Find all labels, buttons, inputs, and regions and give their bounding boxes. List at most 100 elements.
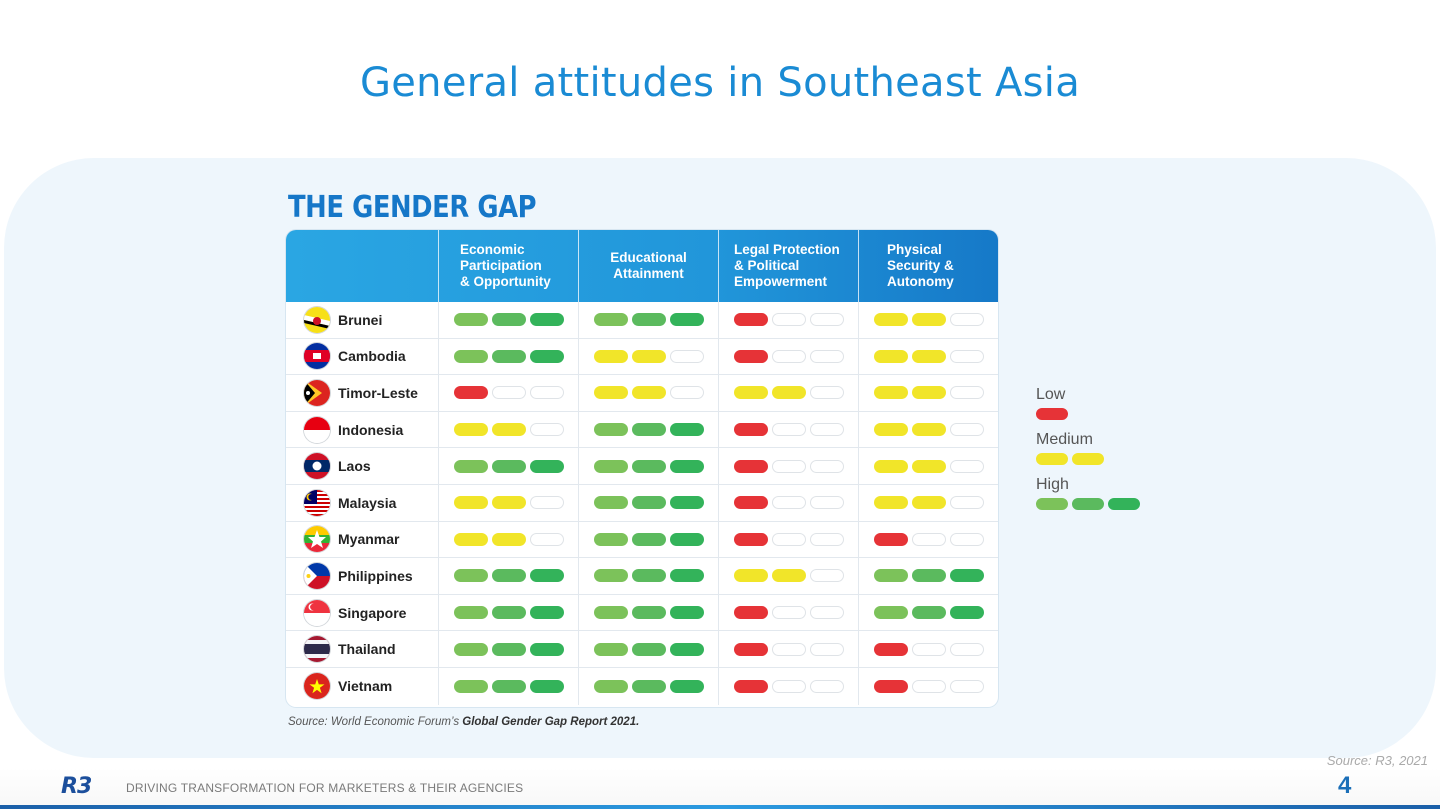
rating-pill-empty	[771, 679, 806, 693]
column-header-legal-label: Legal Protection & Political Empowerment	[734, 242, 840, 289]
rating-pill-filled	[593, 349, 628, 363]
country-name: Timor-Leste	[338, 384, 418, 401]
rating-pill-filled	[593, 459, 628, 473]
country-name: Laos	[338, 458, 371, 475]
column-header-education: Educational Attainment	[578, 230, 718, 302]
rating-pill-filled	[453, 313, 488, 327]
rating-pill-filled	[593, 532, 628, 546]
rating-pill-filled	[911, 496, 946, 510]
country-name: Singapore	[338, 604, 407, 621]
country-cell: Singapore	[286, 595, 438, 631]
rating-pill-filled	[529, 569, 564, 583]
rating-pill-filled	[911, 386, 946, 400]
rating-pill-filled	[593, 642, 628, 656]
rating-pill-filled	[529, 606, 564, 620]
rating-pill-filled	[453, 569, 488, 583]
table-source-note: Source: World Economic Forum’s Global Ge…	[288, 716, 639, 728]
slide-source: Source: R3, 2021	[1326, 753, 1428, 768]
thailand-flag-icon	[304, 636, 330, 663]
rating-pill-empty	[949, 313, 984, 327]
table-row: Cambodia	[286, 338, 998, 376]
rating-cell-physical	[858, 338, 998, 375]
rating-legend: Low Medium High	[1036, 386, 1140, 521]
table-row: Brunei	[286, 302, 998, 339]
country-cell: Indonesia	[286, 412, 438, 448]
legend-high-label: High	[1036, 476, 1069, 493]
rating-pill-filled	[631, 679, 666, 693]
rating-cell-economic	[438, 521, 578, 558]
rating-cell-education	[578, 448, 718, 484]
country-cell: Vietnam	[286, 668, 438, 705]
rating-pill-filled	[733, 532, 768, 546]
legend-medium-label: Medium	[1036, 431, 1093, 448]
rating-pill-filled	[733, 606, 768, 620]
rating-pill-empty	[911, 532, 946, 546]
rating-pill-filled	[453, 642, 488, 656]
rating-pill-empty	[809, 459, 844, 473]
malaysia-flag-icon	[304, 489, 330, 516]
rating-pill-empty	[669, 386, 704, 400]
rating-pill-filled	[733, 349, 768, 363]
rating-pill-filled	[491, 349, 526, 363]
rating-pill-filled	[491, 496, 526, 510]
rating-pill-filled	[911, 423, 946, 437]
rating-cell-physical	[858, 521, 998, 558]
rating-pill-filled	[529, 313, 564, 327]
rating-cell-physical	[858, 448, 998, 484]
table-row: Malaysia	[286, 484, 998, 522]
rating-pill-filled	[631, 642, 666, 656]
rating-pill-filled	[669, 569, 704, 583]
rating-pill-empty	[771, 459, 806, 473]
rating-pill-filled	[733, 386, 768, 400]
rating-cell-legal	[718, 411, 858, 448]
rating-pill-empty	[809, 679, 844, 693]
rating-pill-empty	[529, 532, 564, 546]
rating-cell-legal	[718, 338, 858, 375]
rating-cell-economic	[438, 484, 578, 521]
rating-pill-filled	[593, 606, 628, 620]
rating-cell-physical	[858, 484, 998, 521]
rating-cell-economic	[438, 631, 578, 667]
rating-pill-filled	[669, 459, 704, 473]
table-row: Timor-Leste	[286, 375, 998, 412]
rating-pill-filled	[873, 313, 908, 327]
rating-cell-legal	[718, 521, 858, 558]
rating-cell-legal	[718, 302, 858, 338]
column-header-legal: Legal Protection & Political Empowerment	[718, 230, 858, 302]
rating-pill-filled	[873, 386, 908, 400]
rating-cell-physical	[858, 558, 998, 594]
country-name: Indonesia	[338, 421, 404, 438]
column-header-physical: Physical Security & Autonomy	[858, 230, 998, 302]
legend-pill	[1108, 498, 1140, 510]
rating-pill-filled	[631, 349, 666, 363]
country-cell: Thailand	[286, 631, 438, 667]
rating-pill-empty	[949, 423, 984, 437]
rating-pill-filled	[911, 313, 946, 327]
rating-pill-filled	[669, 532, 704, 546]
footer-bar	[0, 768, 1440, 809]
rating-cell-physical	[858, 667, 998, 705]
rating-pill-filled	[771, 386, 806, 400]
rating-cell-economic	[438, 411, 578, 448]
rating-cell-education	[578, 667, 718, 705]
rating-cell-education	[578, 338, 718, 375]
laos-flag-icon	[304, 453, 330, 480]
rating-cell-physical	[858, 631, 998, 667]
table-header: Economic Participation & Opportunity Educa…	[286, 230, 998, 302]
legend-pill	[1036, 408, 1068, 420]
rating-pill-empty	[949, 349, 984, 363]
legend-low-pills	[1036, 408, 1140, 420]
rating-pill-filled	[529, 349, 564, 363]
rating-pill-filled	[491, 532, 526, 546]
legend-medium-pills	[1036, 453, 1140, 465]
indonesia-flag-icon	[304, 416, 330, 443]
rating-pill-filled	[491, 459, 526, 473]
country-cell: Cambodia	[286, 339, 438, 375]
country-name: Myanmar	[338, 531, 400, 548]
rating-pill-filled	[453, 606, 488, 620]
legend-high-pills	[1036, 498, 1140, 510]
country-name: Vietnam	[338, 678, 393, 695]
table-row: Indonesia	[286, 411, 998, 449]
rating-cell-legal	[718, 448, 858, 484]
rating-cell-legal	[718, 558, 858, 594]
